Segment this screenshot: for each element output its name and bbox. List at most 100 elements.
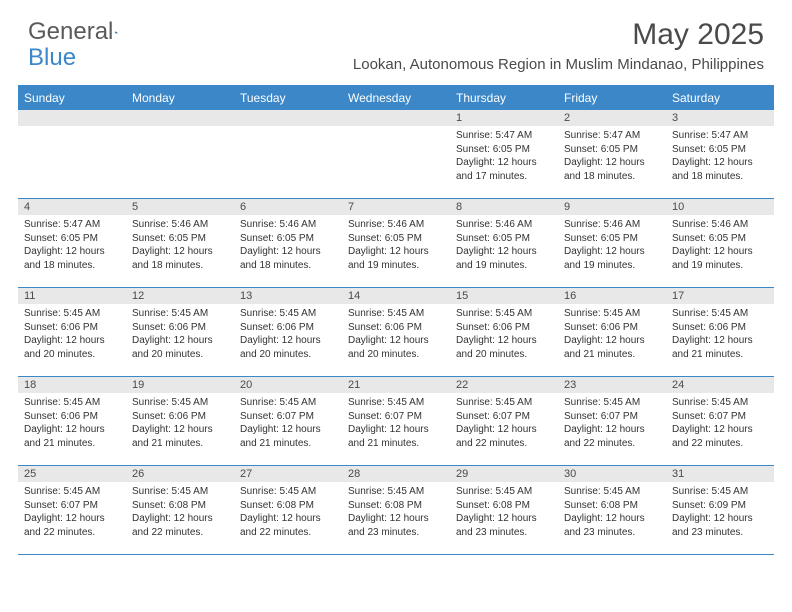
day-cell: 25Sunrise: 5:45 AMSunset: 6:07 PMDayligh… bbox=[18, 466, 126, 554]
day-body: Sunrise: 5:45 AMSunset: 6:07 PMDaylight:… bbox=[234, 393, 342, 454]
day-number: 2 bbox=[558, 110, 666, 126]
sunset-text: Sunset: 6:08 PM bbox=[348, 499, 444, 513]
day-body: Sunrise: 5:45 AMSunset: 6:08 PMDaylight:… bbox=[558, 482, 666, 543]
day-number: 15 bbox=[450, 288, 558, 304]
day-number bbox=[342, 110, 450, 126]
day-cell bbox=[342, 110, 450, 198]
day-body: Sunrise: 5:45 AMSunset: 6:07 PMDaylight:… bbox=[666, 393, 774, 454]
sunrise-text: Sunrise: 5:45 AM bbox=[348, 485, 444, 499]
sunrise-text: Sunrise: 5:45 AM bbox=[240, 396, 336, 410]
logo-text-1: General bbox=[28, 18, 113, 46]
weekday-header: Saturday bbox=[666, 86, 774, 110]
sunrise-text: Sunrise: 5:46 AM bbox=[348, 218, 444, 232]
day-body: Sunrise: 5:45 AMSunset: 6:07 PMDaylight:… bbox=[450, 393, 558, 454]
sunrise-text: Sunrise: 5:45 AM bbox=[24, 485, 120, 499]
day-body: Sunrise: 5:46 AMSunset: 6:05 PMDaylight:… bbox=[342, 215, 450, 276]
day-cell: 11Sunrise: 5:45 AMSunset: 6:06 PMDayligh… bbox=[18, 288, 126, 376]
sunset-text: Sunset: 6:05 PM bbox=[132, 232, 228, 246]
month-title: May 2025 bbox=[353, 18, 764, 52]
daylight-text: Daylight: 12 hours and 19 minutes. bbox=[672, 245, 768, 272]
sunrise-text: Sunrise: 5:45 AM bbox=[564, 396, 660, 410]
day-number: 11 bbox=[18, 288, 126, 304]
day-number: 4 bbox=[18, 199, 126, 215]
sunset-text: Sunset: 6:05 PM bbox=[672, 232, 768, 246]
weekday-header: Tuesday bbox=[234, 86, 342, 110]
sunrise-text: Sunrise: 5:45 AM bbox=[456, 307, 552, 321]
day-body: Sunrise: 5:45 AMSunset: 6:07 PMDaylight:… bbox=[342, 393, 450, 454]
day-cell: 30Sunrise: 5:45 AMSunset: 6:08 PMDayligh… bbox=[558, 466, 666, 554]
day-number: 9 bbox=[558, 199, 666, 215]
day-cell: 13Sunrise: 5:45 AMSunset: 6:06 PMDayligh… bbox=[234, 288, 342, 376]
day-cell: 16Sunrise: 5:45 AMSunset: 6:06 PMDayligh… bbox=[558, 288, 666, 376]
daylight-text: Daylight: 12 hours and 19 minutes. bbox=[456, 245, 552, 272]
day-cell: 14Sunrise: 5:45 AMSunset: 6:06 PMDayligh… bbox=[342, 288, 450, 376]
day-cell: 28Sunrise: 5:45 AMSunset: 6:08 PMDayligh… bbox=[342, 466, 450, 554]
weekday-header: Thursday bbox=[450, 86, 558, 110]
day-cell: 20Sunrise: 5:45 AMSunset: 6:07 PMDayligh… bbox=[234, 377, 342, 465]
day-cell: 29Sunrise: 5:45 AMSunset: 6:08 PMDayligh… bbox=[450, 466, 558, 554]
day-number: 6 bbox=[234, 199, 342, 215]
day-number: 23 bbox=[558, 377, 666, 393]
day-body: Sunrise: 5:45 AMSunset: 6:06 PMDaylight:… bbox=[342, 304, 450, 365]
day-body: Sunrise: 5:45 AMSunset: 6:06 PMDaylight:… bbox=[126, 304, 234, 365]
day-cell: 15Sunrise: 5:45 AMSunset: 6:06 PMDayligh… bbox=[450, 288, 558, 376]
sunrise-text: Sunrise: 5:45 AM bbox=[348, 307, 444, 321]
day-body: Sunrise: 5:45 AMSunset: 6:09 PMDaylight:… bbox=[666, 482, 774, 543]
day-number: 7 bbox=[342, 199, 450, 215]
daylight-text: Daylight: 12 hours and 21 minutes. bbox=[240, 423, 336, 450]
day-number: 8 bbox=[450, 199, 558, 215]
sunset-text: Sunset: 6:06 PM bbox=[456, 321, 552, 335]
day-number: 16 bbox=[558, 288, 666, 304]
sunrise-text: Sunrise: 5:46 AM bbox=[240, 218, 336, 232]
day-cell: 22Sunrise: 5:45 AMSunset: 6:07 PMDayligh… bbox=[450, 377, 558, 465]
sunset-text: Sunset: 6:05 PM bbox=[456, 232, 552, 246]
sunset-text: Sunset: 6:07 PM bbox=[672, 410, 768, 424]
sunrise-text: Sunrise: 5:45 AM bbox=[672, 485, 768, 499]
daylight-text: Daylight: 12 hours and 18 minutes. bbox=[240, 245, 336, 272]
day-cell: 31Sunrise: 5:45 AMSunset: 6:09 PMDayligh… bbox=[666, 466, 774, 554]
sunset-text: Sunset: 6:07 PM bbox=[564, 410, 660, 424]
week-row: 25Sunrise: 5:45 AMSunset: 6:07 PMDayligh… bbox=[18, 466, 774, 555]
sunrise-text: Sunrise: 5:45 AM bbox=[24, 396, 120, 410]
sunset-text: Sunset: 6:07 PM bbox=[348, 410, 444, 424]
day-body: Sunrise: 5:45 AMSunset: 6:06 PMDaylight:… bbox=[450, 304, 558, 365]
logo-triangle-icon bbox=[115, 24, 118, 40]
day-number: 20 bbox=[234, 377, 342, 393]
sunrise-text: Sunrise: 5:45 AM bbox=[672, 307, 768, 321]
calendar: Sunday Monday Tuesday Wednesday Thursday… bbox=[18, 85, 774, 555]
week-row: 4Sunrise: 5:47 AMSunset: 6:05 PMDaylight… bbox=[18, 199, 774, 288]
weekday-header: Friday bbox=[558, 86, 666, 110]
logo-text-2: Blue bbox=[28, 44, 76, 72]
sunrise-text: Sunrise: 5:45 AM bbox=[348, 396, 444, 410]
day-body: Sunrise: 5:45 AMSunset: 6:06 PMDaylight:… bbox=[666, 304, 774, 365]
day-body: Sunrise: 5:45 AMSunset: 6:06 PMDaylight:… bbox=[126, 393, 234, 454]
day-body: Sunrise: 5:47 AMSunset: 6:05 PMDaylight:… bbox=[18, 215, 126, 276]
daylight-text: Daylight: 12 hours and 22 minutes. bbox=[132, 512, 228, 539]
day-cell: 10Sunrise: 5:46 AMSunset: 6:05 PMDayligh… bbox=[666, 199, 774, 287]
daylight-text: Daylight: 12 hours and 22 minutes. bbox=[456, 423, 552, 450]
day-number: 17 bbox=[666, 288, 774, 304]
sunset-text: Sunset: 6:06 PM bbox=[132, 321, 228, 335]
day-number bbox=[18, 110, 126, 126]
sunset-text: Sunset: 6:08 PM bbox=[564, 499, 660, 513]
daylight-text: Daylight: 12 hours and 23 minutes. bbox=[672, 512, 768, 539]
day-number: 31 bbox=[666, 466, 774, 482]
day-cell: 27Sunrise: 5:45 AMSunset: 6:08 PMDayligh… bbox=[234, 466, 342, 554]
sunrise-text: Sunrise: 5:45 AM bbox=[456, 396, 552, 410]
day-cell: 24Sunrise: 5:45 AMSunset: 6:07 PMDayligh… bbox=[666, 377, 774, 465]
daylight-text: Daylight: 12 hours and 18 minutes. bbox=[564, 156, 660, 183]
title-block: May 2025 Lookan, Autonomous Region in Mu… bbox=[353, 18, 764, 73]
day-number: 13 bbox=[234, 288, 342, 304]
sunset-text: Sunset: 6:05 PM bbox=[348, 232, 444, 246]
daylight-text: Daylight: 12 hours and 21 minutes. bbox=[564, 334, 660, 361]
sunset-text: Sunset: 6:06 PM bbox=[240, 321, 336, 335]
sunset-text: Sunset: 6:08 PM bbox=[240, 499, 336, 513]
sunrise-text: Sunrise: 5:47 AM bbox=[672, 129, 768, 143]
daylight-text: Daylight: 12 hours and 22 minutes. bbox=[564, 423, 660, 450]
day-cell: 4Sunrise: 5:47 AMSunset: 6:05 PMDaylight… bbox=[18, 199, 126, 287]
sunset-text: Sunset: 6:07 PM bbox=[24, 499, 120, 513]
day-body: Sunrise: 5:45 AMSunset: 6:06 PMDaylight:… bbox=[18, 304, 126, 365]
sunrise-text: Sunrise: 5:47 AM bbox=[456, 129, 552, 143]
logo: General bbox=[28, 18, 135, 46]
day-body: Sunrise: 5:45 AMSunset: 6:07 PMDaylight:… bbox=[18, 482, 126, 543]
